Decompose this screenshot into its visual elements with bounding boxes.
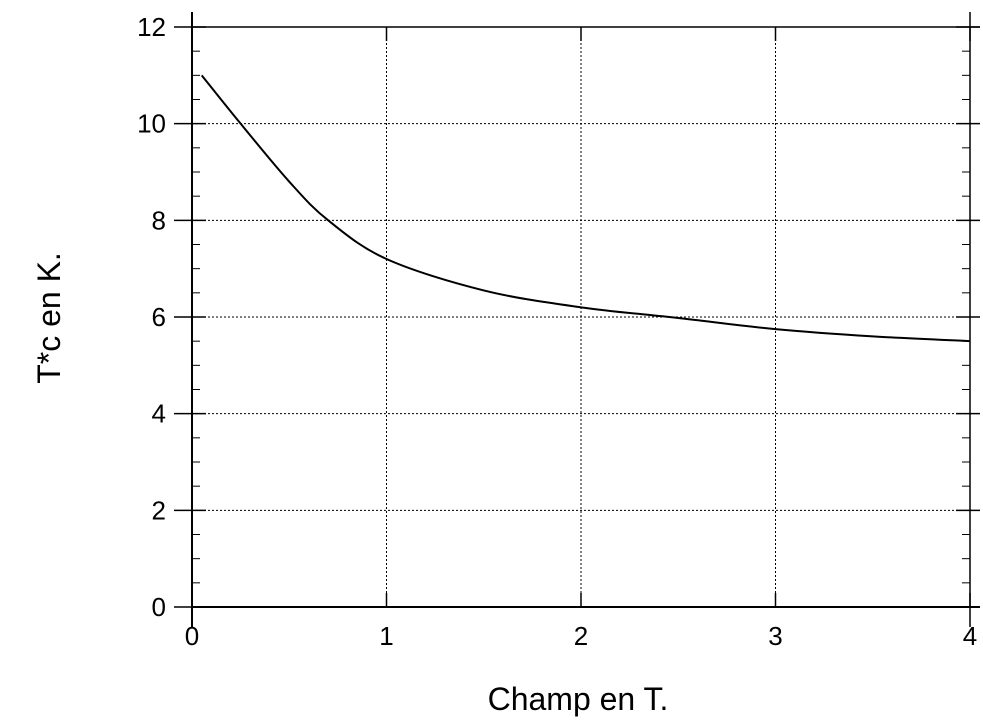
y-tick-label: 8 [152,205,166,235]
y-tick-label: 12 [137,12,166,42]
x-tick-label: 1 [379,621,393,651]
plot-frame [191,12,980,627]
y-tick-label: 2 [152,495,166,525]
x-tick-labels: 0 1 2 3 4 [185,621,977,651]
x-tick-label: 0 [185,621,199,651]
series-line [200,74,971,343]
x-tick-label: 3 [768,621,782,651]
x-tick-label: 4 [963,621,977,651]
y-tick-label: 10 [137,109,166,139]
x-tick-label: 2 [574,621,588,651]
y-tick-label: 4 [152,399,166,429]
grid [192,27,970,607]
y-tick-label: 6 [152,302,166,332]
y-tick-labels: 0 2 4 6 8 10 12 [137,12,166,622]
y-axis-title: T*c en K. [31,252,67,384]
y-tick-label: 0 [152,592,166,622]
minor-ticks [174,26,980,608]
x-axis-title: Champ en T. [488,681,669,717]
data-lines [200,74,971,343]
